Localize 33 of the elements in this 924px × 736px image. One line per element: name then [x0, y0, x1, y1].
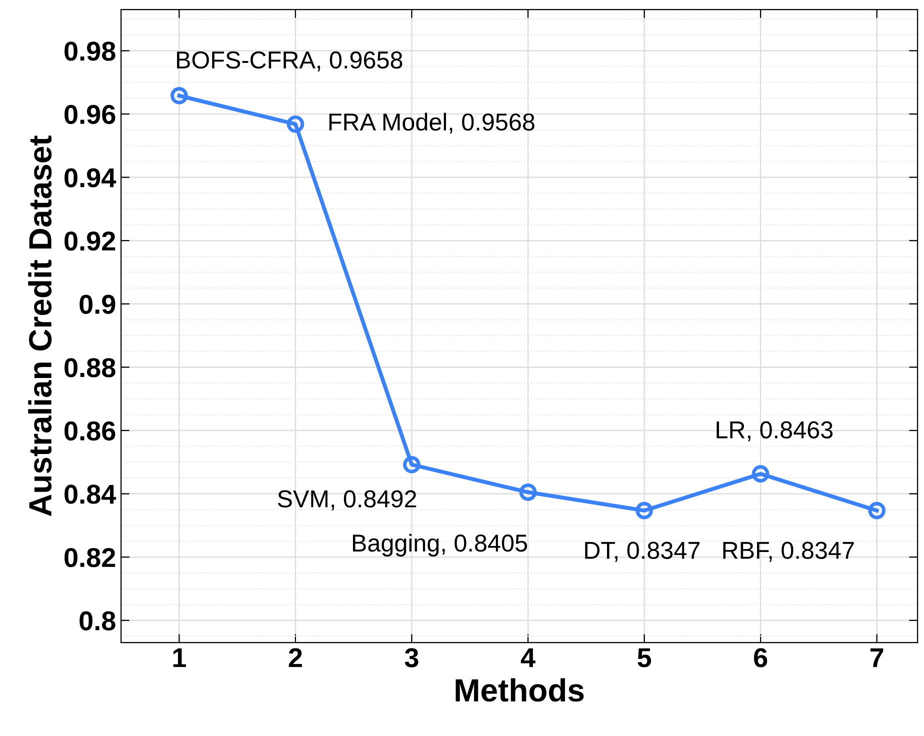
annotation: BOFS-CFRA, 0.9658 — [177, 51, 402, 72]
x-tick-label: 7 — [870, 648, 884, 668]
y-tick-label: 0.96 — [64, 104, 116, 124]
point — [403, 456, 420, 474]
y-tick-label: 0.82 — [64, 548, 116, 568]
x-tick-label: 5 — [638, 648, 652, 668]
annotation: RBF, 0.8347 — [723, 542, 854, 562]
y-tick-label: 0.94 — [64, 168, 116, 188]
x-tick-label: 1 — [173, 648, 186, 668]
annotation: Bagging, 0.8405 — [352, 534, 528, 557]
y-tick-label: 0.8 — [80, 611, 116, 630]
y-tick-label: 0.86 — [64, 421, 116, 441]
annotation: FRA Model, 0.9568 — [329, 112, 534, 134]
annotation: LR, 0.8463 — [716, 421, 833, 442]
y-tick-label: 0.98 — [64, 42, 116, 61]
x-tick-label: 2 — [288, 648, 302, 668]
y-tick-label: 0.84 — [64, 484, 116, 504]
point — [519, 484, 537, 501]
y-tick-label: 0.92 — [64, 232, 116, 251]
point — [286, 115, 304, 133]
y-axis-title: Australian Credit Dataset — [28, 136, 52, 516]
point — [752, 465, 770, 483]
point — [868, 502, 886, 520]
x-tick-label: 6 — [754, 648, 768, 668]
x-axis-title: Methods — [456, 678, 584, 702]
y-tick-label: 0.88 — [64, 358, 116, 378]
point — [170, 86, 188, 104]
x-tick-label: 4 — [520, 648, 536, 668]
annotation: SVM, 0.8492 — [278, 490, 416, 510]
x-tick-label: 3 — [404, 648, 418, 668]
point — [636, 502, 653, 520]
annotation: DT, 0.8347 — [585, 542, 700, 562]
y-tick-label: 0.9 — [80, 294, 116, 314]
